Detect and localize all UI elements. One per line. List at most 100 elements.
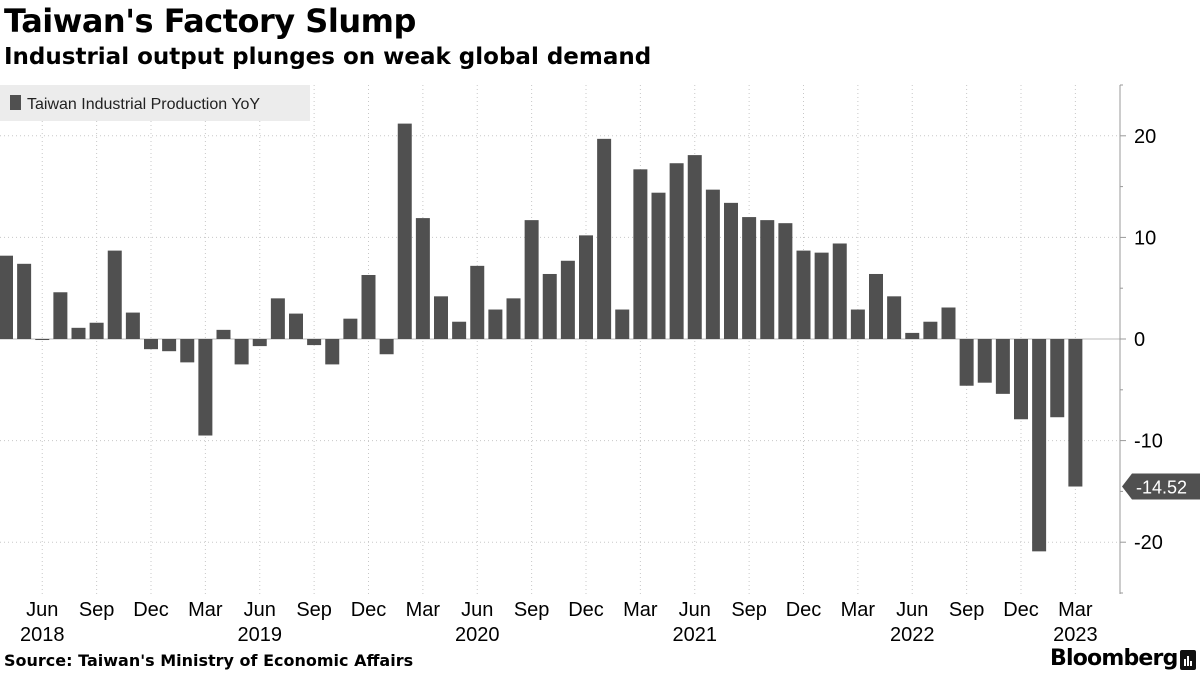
bar bbox=[234, 339, 249, 365]
x-tick-label: Sep bbox=[296, 599, 332, 621]
bar bbox=[959, 339, 974, 386]
x-tick-label: Dec bbox=[786, 599, 822, 621]
x-tick-label: Mar bbox=[623, 599, 658, 621]
bar bbox=[977, 339, 992, 383]
bar bbox=[397, 123, 412, 339]
x-tick-label: Jun bbox=[679, 599, 711, 621]
y-tick-label: -20 bbox=[1134, 532, 1163, 554]
x-tick-label: Dec bbox=[133, 599, 169, 621]
bar bbox=[887, 296, 902, 339]
bar bbox=[361, 274, 376, 339]
bar bbox=[742, 217, 757, 339]
bar bbox=[325, 339, 340, 365]
bloomberg-logo: Bloomberg bbox=[1050, 646, 1178, 671]
bar bbox=[651, 192, 666, 339]
x-tick-label: Dec bbox=[351, 599, 387, 621]
last-value-callout: -14.52 bbox=[1122, 473, 1200, 500]
y-tick-label: 10 bbox=[1134, 227, 1156, 249]
x-axis-years: 2018 2019 2020 2021 2022 2023 bbox=[20, 624, 1098, 646]
bar bbox=[506, 298, 521, 339]
bar bbox=[1032, 339, 1047, 552]
bar bbox=[0, 255, 13, 339]
legend-swatch bbox=[10, 95, 21, 110]
bar bbox=[633, 169, 648, 339]
bar bbox=[724, 202, 738, 339]
x-tick-label: Jun bbox=[244, 599, 276, 621]
chart-subtitle: Industrial output plunges on weak global… bbox=[4, 44, 652, 70]
bar bbox=[107, 250, 122, 339]
bar bbox=[760, 220, 775, 339]
x-tick-label: Mar bbox=[406, 599, 441, 621]
y-tick-label: 0 bbox=[1134, 329, 1145, 351]
x-axis-ticks: Jun Sep Dec Mar Jun Sep Dec Mar Jun Sep Dec Mar Jun S… bbox=[26, 599, 1093, 621]
x-tick-label: Mar bbox=[1058, 599, 1093, 621]
bar bbox=[270, 298, 285, 339]
bar bbox=[198, 339, 213, 436]
bar bbox=[524, 220, 539, 339]
bar bbox=[53, 292, 68, 339]
bar bbox=[125, 312, 140, 339]
bar bbox=[343, 318, 358, 339]
x-tick-label: Jun bbox=[461, 599, 493, 621]
x-tick-label: Jun bbox=[896, 599, 928, 621]
x-tick-label: Sep bbox=[949, 599, 985, 621]
bar bbox=[778, 223, 793, 339]
bar bbox=[705, 189, 720, 339]
y-axis-ticks: 20 10 0 -10 -20 bbox=[1120, 84, 1163, 594]
bar bbox=[995, 339, 1010, 394]
x-tick-label: Mar bbox=[841, 599, 876, 621]
y-tick-label: 20 bbox=[1134, 126, 1156, 148]
bar bbox=[71, 327, 86, 339]
bar bbox=[542, 273, 557, 339]
y-tick-label: -10 bbox=[1134, 431, 1163, 453]
x-tick-label: Jun bbox=[26, 599, 58, 621]
last-value-label: -14.52 bbox=[1136, 478, 1187, 498]
bar bbox=[289, 313, 303, 339]
bar bbox=[307, 339, 322, 346]
bar bbox=[89, 322, 104, 339]
bar bbox=[687, 155, 702, 339]
bar bbox=[144, 339, 158, 350]
x-tick-label: Sep bbox=[79, 599, 115, 621]
x-year-label: 2022 bbox=[890, 624, 935, 646]
bar bbox=[470, 265, 485, 339]
bar bbox=[579, 235, 593, 339]
x-tick-label: Dec bbox=[568, 599, 604, 621]
bar bbox=[180, 339, 195, 363]
x-year-label: 2018 bbox=[20, 624, 65, 646]
bar bbox=[17, 263, 32, 339]
x-tick-label: Sep bbox=[731, 599, 767, 621]
bar bbox=[615, 309, 630, 339]
bar bbox=[1014, 339, 1028, 420]
bar bbox=[832, 243, 847, 339]
bar bbox=[669, 163, 684, 339]
chart-title: Taiwan's Factory Slump bbox=[4, 2, 416, 40]
bar bbox=[216, 329, 231, 339]
bar bbox=[597, 138, 612, 339]
legend-background bbox=[0, 85, 310, 121]
callout-shape bbox=[1122, 473, 1200, 500]
bar bbox=[162, 339, 177, 352]
bar bbox=[488, 309, 503, 339]
x-year-label: 2020 bbox=[455, 624, 500, 646]
bar bbox=[923, 321, 938, 339]
x-tick-label: Sep bbox=[514, 599, 550, 621]
legend: Taiwan Industrial Production YoY bbox=[0, 85, 310, 121]
bars bbox=[0, 123, 1083, 552]
bar bbox=[560, 260, 575, 339]
legend-label: Taiwan Industrial Production YoY bbox=[27, 96, 260, 113]
source-note: Source: Taiwan's Ministry of Economic Af… bbox=[4, 651, 414, 670]
bar bbox=[415, 218, 430, 339]
bar bbox=[850, 309, 865, 339]
x-tick-label: Dec bbox=[1003, 599, 1039, 621]
bar bbox=[814, 252, 829, 339]
bar bbox=[35, 339, 50, 341]
x-year-label: 2023 bbox=[1053, 624, 1098, 646]
bar bbox=[796, 250, 811, 339]
x-tick-label: Mar bbox=[188, 599, 223, 621]
x-year-label: 2019 bbox=[238, 624, 283, 646]
bar bbox=[452, 321, 467, 339]
bar bbox=[941, 307, 956, 339]
bar bbox=[905, 332, 920, 339]
